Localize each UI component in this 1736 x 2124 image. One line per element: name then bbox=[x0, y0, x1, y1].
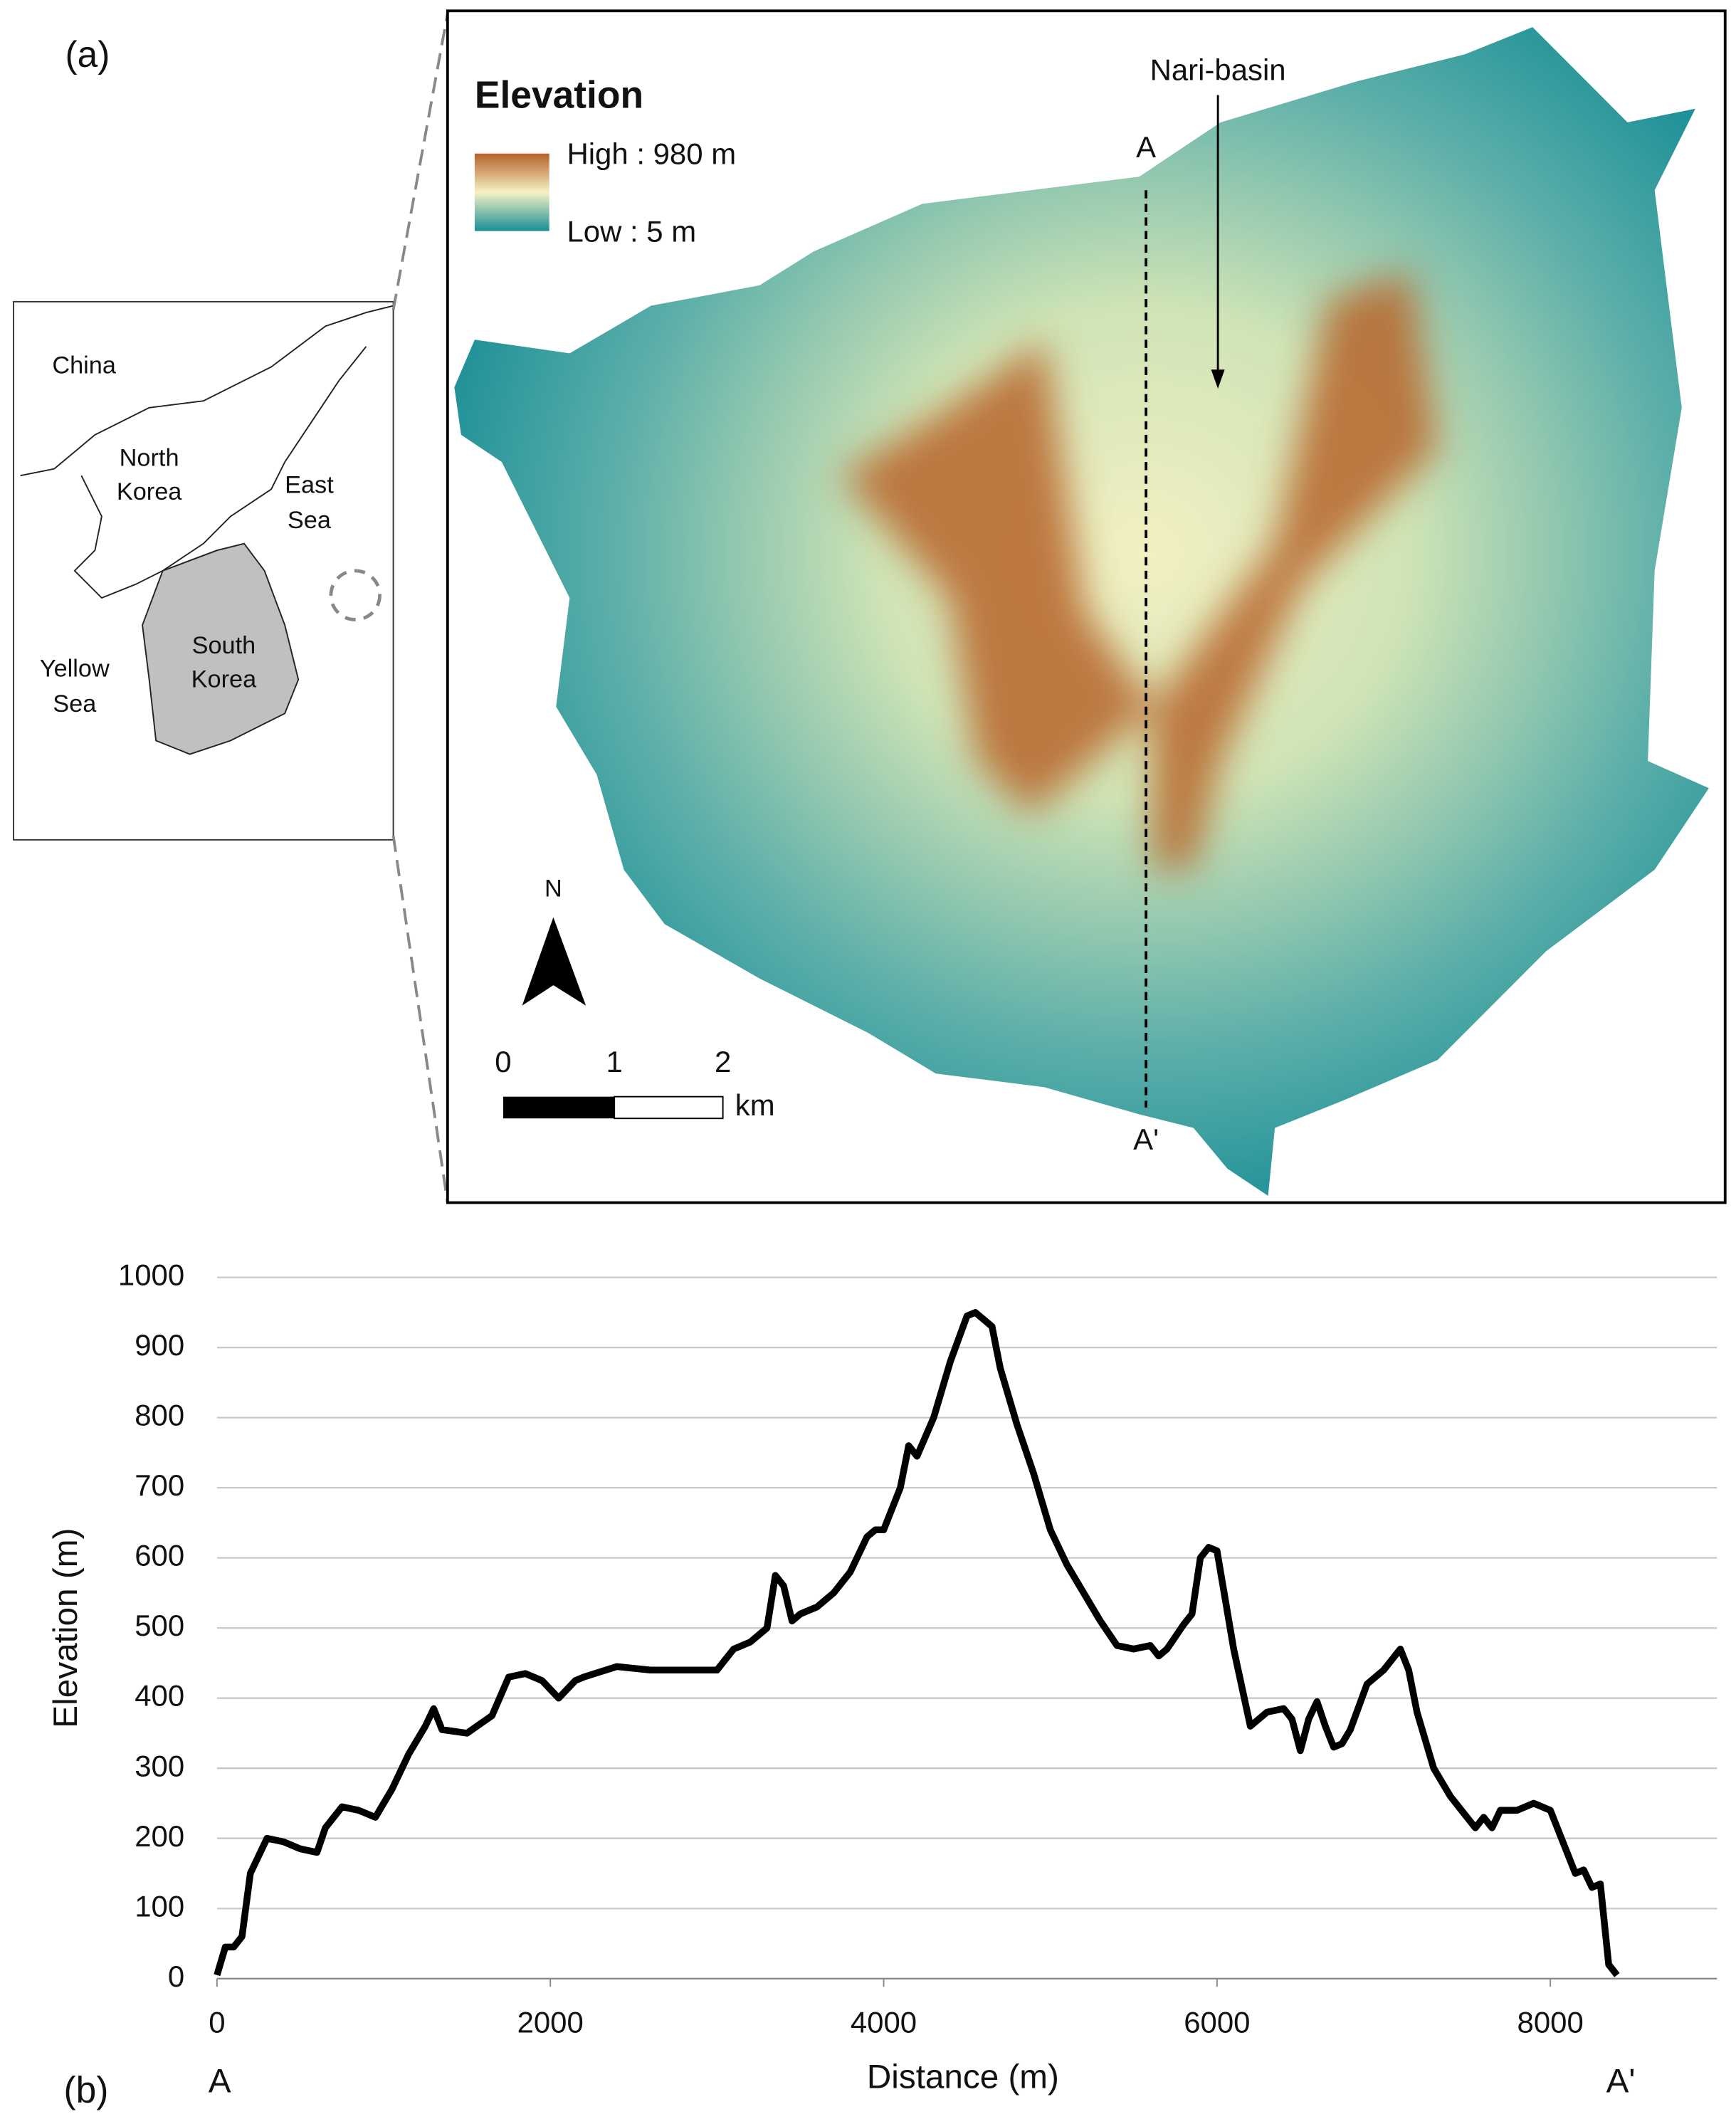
y-tick-label: 200 bbox=[135, 1819, 184, 1853]
x-tick-label: 2000 bbox=[517, 2006, 584, 2039]
connector bbox=[391, 835, 449, 1203]
south-korea bbox=[142, 542, 300, 755]
x-tick-label: 6000 bbox=[1184, 2006, 1250, 2039]
panel-label: (b) bbox=[64, 2069, 109, 2110]
ridges bbox=[841, 271, 1438, 870]
scale-bar bbox=[503, 1096, 615, 1119]
legend-label: Low : 5 m bbox=[567, 214, 696, 248]
north-arrow bbox=[522, 917, 586, 1006]
y-tick-label: 500 bbox=[135, 1609, 184, 1642]
y-tick-label: 400 bbox=[135, 1679, 184, 1713]
scale-label: 1 bbox=[606, 1045, 623, 1078]
inset-label: East bbox=[285, 472, 334, 499]
section-label: A bbox=[1136, 130, 1156, 164]
coast bbox=[73, 346, 367, 599]
x-axis-label: Distance (m) bbox=[867, 2059, 1059, 2096]
scale-bar bbox=[614, 1095, 724, 1120]
scale-unit: km bbox=[735, 1088, 775, 1122]
border bbox=[20, 305, 394, 477]
basin-label: Nari-basin bbox=[1150, 53, 1286, 86]
y-tick-label: 700 bbox=[135, 1468, 184, 1502]
section-label: A' bbox=[1133, 1123, 1159, 1156]
x-tick-label: 8000 bbox=[1517, 2006, 1584, 2039]
north-label: N bbox=[545, 876, 562, 903]
legend-title: Elevation bbox=[475, 75, 643, 117]
arrow-head bbox=[1211, 369, 1225, 389]
scale-label: 2 bbox=[715, 1045, 731, 1078]
inset-label: Yellow bbox=[40, 655, 110, 682]
y-tick-label: 300 bbox=[135, 1749, 184, 1782]
inset-label: Korea bbox=[117, 478, 182, 505]
y-tick-label: 600 bbox=[135, 1539, 184, 1572]
profile-start: A bbox=[209, 2062, 231, 2100]
y-tick-label: 100 bbox=[135, 1889, 184, 1923]
profile-end: A' bbox=[1606, 2062, 1636, 2100]
x-tick-label: 0 bbox=[209, 2006, 225, 2039]
legend-ramp bbox=[474, 153, 549, 231]
panel-label: (a) bbox=[65, 33, 110, 75]
inset-label: Korea bbox=[191, 666, 257, 693]
inset-label: Sea bbox=[53, 690, 97, 717]
inset-label: Sea bbox=[288, 507, 332, 534]
legend-label: High : 980 m bbox=[567, 137, 736, 171]
locator bbox=[329, 569, 382, 621]
scale-label: 0 bbox=[495, 1045, 511, 1078]
profile-line bbox=[214, 1309, 1620, 1977]
inset-label: China bbox=[52, 352, 117, 379]
y-tick-label: 900 bbox=[135, 1328, 184, 1362]
y-tick-label: 1000 bbox=[118, 1258, 184, 1292]
y-tick-label: 0 bbox=[168, 1960, 184, 1993]
connector bbox=[391, 13, 449, 310]
y-axis-label: Elevation (m) bbox=[47, 1528, 85, 1728]
inset-label: North bbox=[120, 444, 179, 471]
y-tick-label: 800 bbox=[135, 1399, 184, 1432]
inset-label: South bbox=[192, 632, 256, 659]
x-tick-label: 4000 bbox=[851, 2006, 917, 2039]
